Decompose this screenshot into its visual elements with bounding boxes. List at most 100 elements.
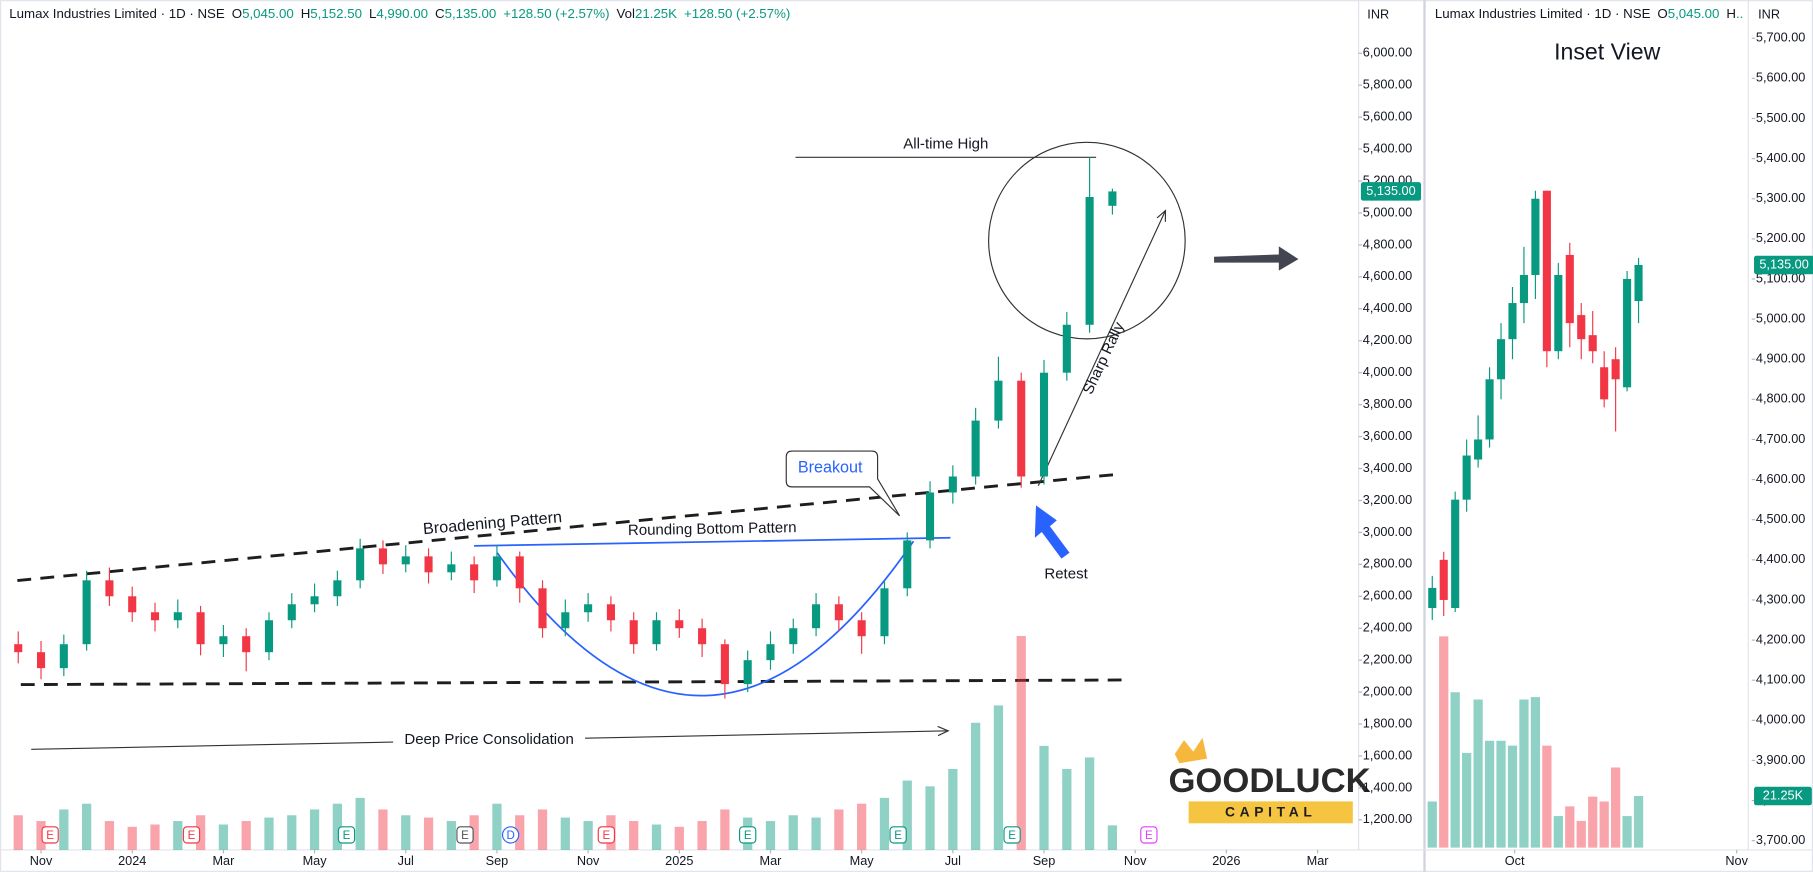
volume-bar: [401, 815, 411, 850]
volume-bar: [879, 797, 890, 850]
y-tick-label: 2,600.00: [1363, 588, 1412, 603]
volume-bar: [1484, 740, 1495, 848]
candle-body: [1439, 559, 1448, 600]
volume-bar: [287, 815, 297, 850]
x-tick-label: Jul: [945, 853, 961, 868]
volume-bar: [150, 824, 160, 850]
trendline: [20, 678, 1124, 687]
candle-body: [994, 380, 1003, 421]
candle-body: [1085, 197, 1094, 325]
event-label: E: [744, 830, 752, 842]
volume-bar: [355, 797, 365, 850]
event-marker: [41, 826, 59, 844]
header-value: ...: [1736, 5, 1747, 20]
candle-body: [1577, 315, 1586, 340]
candle-body: [1062, 324, 1071, 373]
candle-body: [880, 588, 889, 637]
header-key: C: [435, 5, 445, 20]
inset-arrow: [1214, 246, 1299, 271]
rounding-curve: [496, 540, 915, 697]
y-tick-label: 2,400.00: [1363, 620, 1412, 635]
volume-bar: [834, 809, 844, 850]
y-tick-label: 1,200.00: [1363, 811, 1412, 826]
volume-bar: [674, 826, 684, 850]
candle-body: [812, 604, 821, 629]
volume-bar: [1530, 697, 1541, 848]
logo-tagline: CAPITAL: [1225, 804, 1316, 820]
volume-bar: [173, 821, 183, 850]
volume-bar: [309, 809, 320, 850]
candle-body: [105, 580, 114, 597]
retest-arrow: [1034, 505, 1070, 559]
event-label: E: [603, 830, 611, 842]
candle-body: [287, 604, 296, 621]
volume-bar: [993, 705, 1004, 850]
candle-body: [948, 476, 957, 493]
header-key: O: [1657, 5, 1667, 20]
header-key: H: [301, 5, 311, 20]
volume-bar: [1599, 801, 1609, 848]
volume-bar: [971, 722, 981, 850]
volume-bar: [195, 815, 206, 850]
volume-bar: [902, 780, 912, 850]
candle-body: [766, 644, 775, 661]
volume-bar: [1473, 699, 1483, 848]
chart-header: Lumax Industries Limited · 1D · NSE O5,04…: [9, 5, 790, 20]
price-tag: [1360, 182, 1422, 201]
y-tick-label: 5,000.00: [1363, 204, 1412, 219]
candle-body: [1039, 372, 1049, 477]
logo: GOODLUCK CAPITAL: [1168, 737, 1371, 824]
volume-bar: [1622, 816, 1632, 848]
volume-bar: [857, 803, 867, 850]
event-marker: [739, 826, 757, 844]
y-tick-label: 4,300.00: [1756, 591, 1805, 606]
volume-bar: [492, 803, 502, 850]
candle-body: [1542, 190, 1551, 352]
y-tick-label: 5,000.00: [1756, 310, 1805, 325]
volume-bar: [36, 821, 46, 850]
volume-bar: [697, 821, 707, 850]
y-tick-label: 4,200.00: [1756, 631, 1805, 646]
candle-body: [128, 596, 137, 613]
candle-body: [1611, 359, 1620, 380]
volume-bar: [264, 817, 274, 850]
volume-bar: [1062, 769, 1072, 850]
volume-bar: [1427, 801, 1437, 848]
event-marker: [1140, 826, 1158, 844]
annotations: All-time High Sharp Rally Breakout Broad…: [17, 136, 1299, 750]
callout: [785, 450, 901, 517]
volume-bar: [469, 815, 479, 850]
candle-body: [219, 636, 228, 645]
x-tick-label: Jul: [398, 853, 414, 868]
candle-body: [561, 612, 570, 629]
candle-body: [447, 564, 456, 573]
volume-bar: [925, 786, 935, 850]
volume-bar: [1507, 745, 1518, 848]
candle-body: [378, 548, 388, 565]
candle-body: [1428, 587, 1437, 608]
y-tick-label: 1,400.00: [1363, 779, 1412, 794]
inset-title: Inset View: [1554, 38, 1661, 64]
candle-body: [629, 620, 638, 645]
y-tick-label: 1,600.00: [1363, 747, 1412, 762]
y-tick-label: 4,700.00: [1756, 431, 1805, 446]
candle-body: [264, 620, 274, 653]
x-tick-label: 2026: [1212, 853, 1240, 868]
event-marker: [1003, 826, 1021, 844]
volume-bar: [1565, 806, 1575, 848]
x-tick-label: 2025: [665, 853, 693, 868]
candle-body: [698, 628, 707, 645]
volume-bar: [651, 824, 662, 850]
y-tick-label: 3,400.00: [1363, 460, 1412, 475]
volume-bar: [446, 821, 456, 850]
event-marker: [337, 826, 356, 844]
event-label: E: [1145, 830, 1153, 842]
candle-body: [173, 612, 182, 621]
volume-bar: [218, 824, 229, 850]
y-tick-label: 3,000.00: [1363, 524, 1412, 539]
header-value: 5,152.50: [310, 5, 362, 20]
logo-bar: [1188, 801, 1353, 824]
header-key: H: [1726, 5, 1736, 20]
volume-bar: [629, 821, 639, 850]
y-tick-label: 4,200.00: [1363, 332, 1412, 347]
